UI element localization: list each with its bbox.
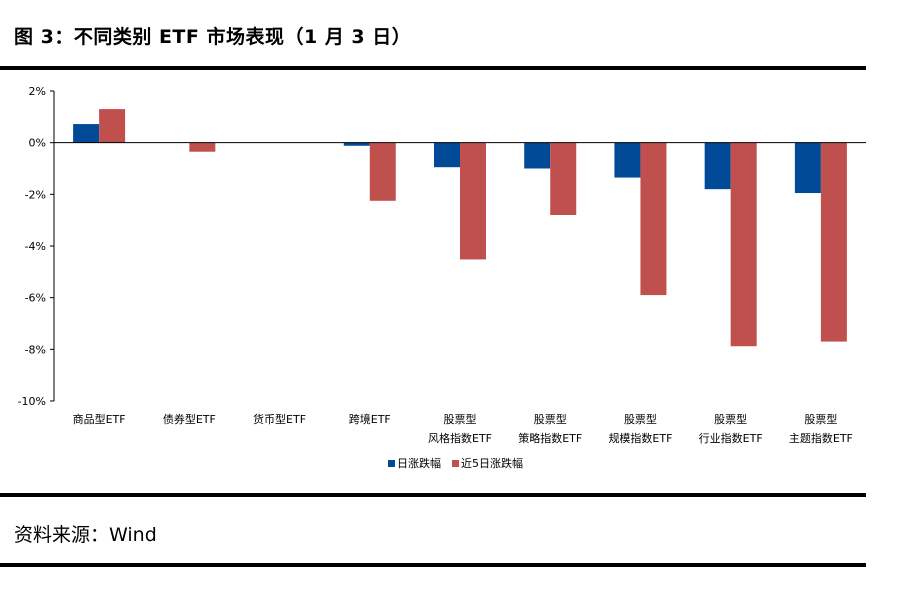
category-label: 行业指数ETF — [699, 431, 763, 445]
daily-change-bar — [614, 142, 641, 178]
category-label: 规模指数ETF — [608, 431, 672, 445]
daily-change-bar — [524, 142, 551, 169]
y-tick-label: -10% — [18, 395, 46, 408]
daily-change-bar — [434, 142, 460, 168]
category-label: 股票型 — [534, 412, 567, 426]
y-tick-label: -4% — [25, 240, 46, 253]
category-label: 货币型ETF — [253, 412, 306, 426]
category-label: 股票型 — [804, 412, 837, 426]
y-tick-label: -8% — [25, 343, 46, 356]
y-tick-label: 2% — [29, 85, 46, 98]
daily-change-bar — [343, 142, 370, 146]
category-label: 策略指数ETF — [518, 431, 582, 445]
daily-change-bar — [704, 142, 731, 190]
legend-swatch — [388, 460, 395, 467]
category-label: 股票型 — [624, 412, 657, 426]
five-day-change-bar — [550, 142, 577, 215]
y-tick-label: 0% — [29, 137, 46, 150]
y-tick-label: -6% — [25, 292, 46, 305]
chart-title: 图 3：不同类别 ETF 市场表现（1 月 3 日） — [14, 26, 412, 48]
five-day-change-bar — [730, 142, 757, 347]
category-label: 债券型ETF — [163, 412, 216, 426]
source-note: 资料来源：Wind — [14, 524, 157, 546]
bottom-rule — [0, 563, 866, 567]
daily-change-bar — [73, 124, 100, 143]
five-day-change-bar — [820, 142, 847, 342]
five-day-change-bar — [369, 142, 396, 201]
legend-swatch — [452, 460, 459, 467]
legend-label: 近5日涨跌幅 — [461, 456, 523, 470]
category-label: 风格指数ETF — [428, 431, 492, 445]
category-label: 股票型 — [714, 412, 747, 426]
category-label: 股票型 — [444, 412, 477, 426]
legend-label: 日涨跌幅 — [397, 456, 441, 470]
category-label: 跨境ETF — [349, 412, 391, 426]
category-label: 主题指数ETF — [789, 431, 853, 445]
y-tick-label: -2% — [25, 188, 46, 201]
five-day-change-bar — [189, 142, 216, 152]
daily-change-bar — [794, 142, 821, 194]
top-rule — [0, 66, 866, 70]
middle-rule — [0, 493, 866, 497]
five-day-change-bar — [99, 109, 126, 143]
category-label: 商品型ETF — [73, 412, 126, 426]
five-day-change-bar — [640, 142, 667, 296]
five-day-change-bar — [460, 142, 486, 260]
